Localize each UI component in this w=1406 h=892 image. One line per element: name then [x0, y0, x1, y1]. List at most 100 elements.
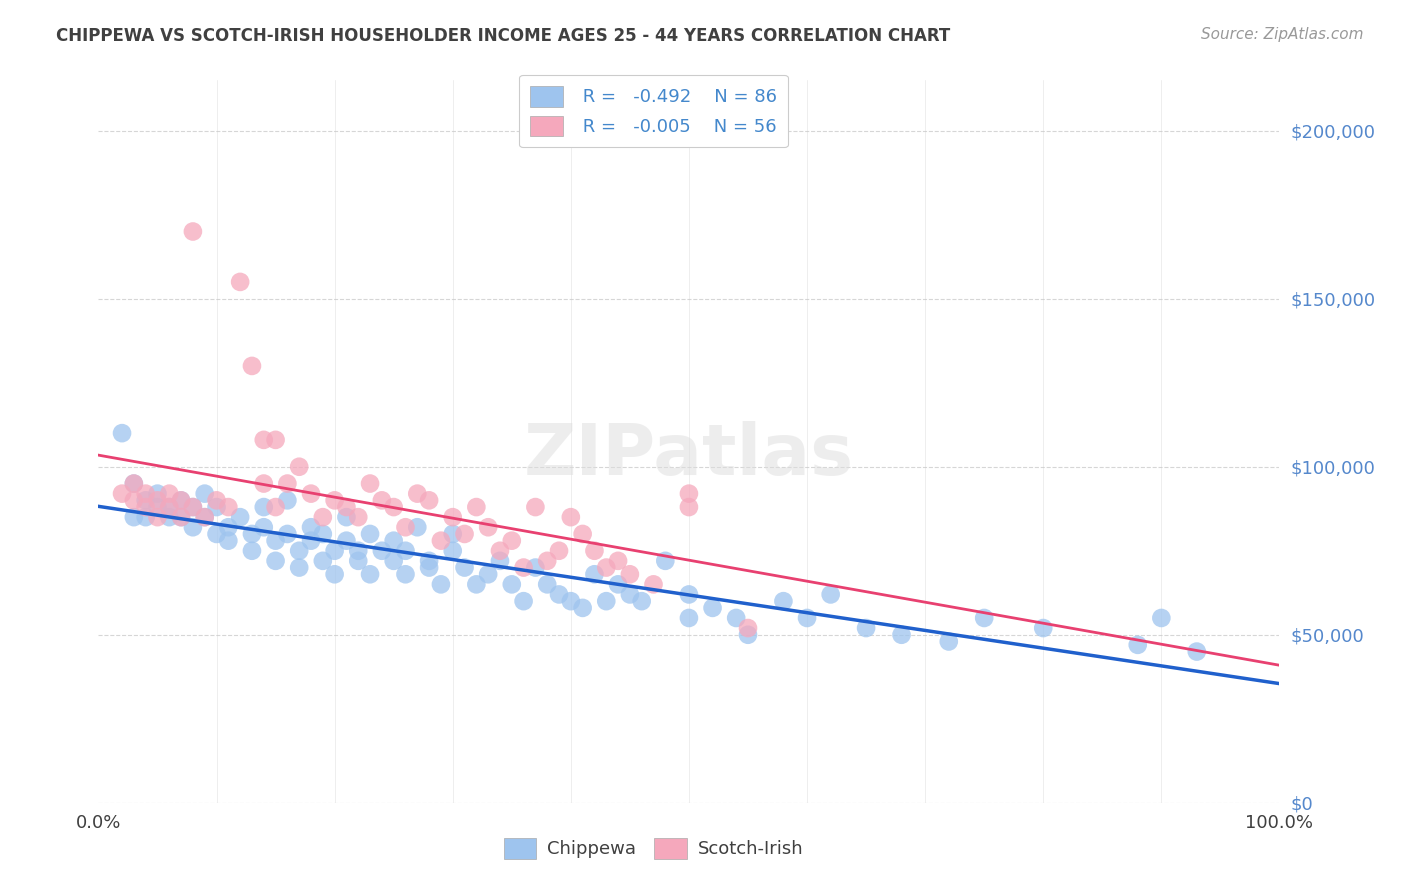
Point [394, 567, 416, 582]
Point [288, 543, 311, 558]
Point [1150, 611, 1173, 625]
Point [276, 476, 298, 491]
Point [359, 476, 381, 491]
Point [299, 520, 322, 534]
Point [477, 567, 499, 582]
Point [240, 359, 263, 373]
Point [122, 510, 145, 524]
Point [229, 275, 252, 289]
Point [122, 493, 145, 508]
Point [560, 510, 582, 524]
Point [170, 493, 193, 508]
Point [111, 426, 134, 441]
Point [253, 500, 276, 514]
Point [253, 520, 276, 534]
Point [654, 554, 676, 568]
Point [217, 533, 239, 548]
Point [548, 543, 571, 558]
Point [253, 476, 276, 491]
Point [973, 611, 995, 625]
Point [312, 527, 335, 541]
Point [560, 594, 582, 608]
Point [619, 567, 641, 582]
Point [643, 577, 665, 591]
Point [323, 493, 346, 508]
Point [347, 543, 370, 558]
Point [571, 600, 593, 615]
Point [678, 611, 700, 625]
Point [1185, 644, 1208, 658]
Point [135, 500, 157, 514]
Point [312, 554, 335, 568]
Point [264, 554, 287, 568]
Point [453, 527, 475, 541]
Point [536, 554, 558, 568]
Point [512, 594, 534, 608]
Point [619, 587, 641, 601]
Point [441, 543, 464, 558]
Point [299, 533, 322, 548]
Point [571, 527, 593, 541]
Point [217, 500, 239, 514]
Point [406, 520, 429, 534]
Point [725, 611, 748, 625]
Point [796, 611, 818, 625]
Text: CHIPPEWA VS SCOTCH-IRISH HOUSEHOLDER INCOME AGES 25 - 44 YEARS CORRELATION CHART: CHIPPEWA VS SCOTCH-IRISH HOUSEHOLDER INC… [56, 27, 950, 45]
Point [607, 577, 630, 591]
Point [229, 510, 252, 524]
Point [678, 486, 700, 500]
Point [583, 567, 606, 582]
Point [394, 520, 416, 534]
Point [607, 554, 630, 568]
Point [406, 486, 429, 500]
Point [524, 560, 547, 574]
Point [288, 459, 311, 474]
Point [253, 433, 276, 447]
Text: Source: ZipAtlas.com: Source: ZipAtlas.com [1201, 27, 1364, 42]
Point [217, 520, 239, 534]
Point [181, 520, 204, 534]
Point [382, 533, 405, 548]
Point [595, 594, 617, 608]
Point [122, 476, 145, 491]
Point [347, 510, 370, 524]
Point [501, 577, 523, 591]
Point [371, 543, 394, 558]
Text: ZIPatlas: ZIPatlas [524, 422, 853, 491]
Point [890, 628, 912, 642]
Point [465, 577, 488, 591]
Point [335, 510, 357, 524]
Point [264, 500, 287, 514]
Point [453, 560, 475, 574]
Point [394, 543, 416, 558]
Point [146, 500, 169, 514]
Point [205, 527, 228, 541]
Point [122, 476, 145, 491]
Point [312, 510, 335, 524]
Point [157, 500, 180, 514]
Point [441, 510, 464, 524]
Point [347, 554, 370, 568]
Point [418, 560, 440, 574]
Point [595, 560, 617, 574]
Point [288, 560, 311, 574]
Point [678, 587, 700, 601]
Point [264, 533, 287, 548]
Point [430, 533, 453, 548]
Point [418, 554, 440, 568]
Point [855, 621, 877, 635]
Point [359, 567, 381, 582]
Point [335, 533, 357, 548]
Point [194, 510, 217, 524]
Point [477, 520, 499, 534]
Point [194, 510, 217, 524]
Point [382, 554, 405, 568]
Point [194, 486, 217, 500]
Point [382, 500, 405, 514]
Point [630, 594, 652, 608]
Point [111, 486, 134, 500]
Point [157, 510, 180, 524]
Point [276, 493, 298, 508]
Point [583, 543, 606, 558]
Point [135, 486, 157, 500]
